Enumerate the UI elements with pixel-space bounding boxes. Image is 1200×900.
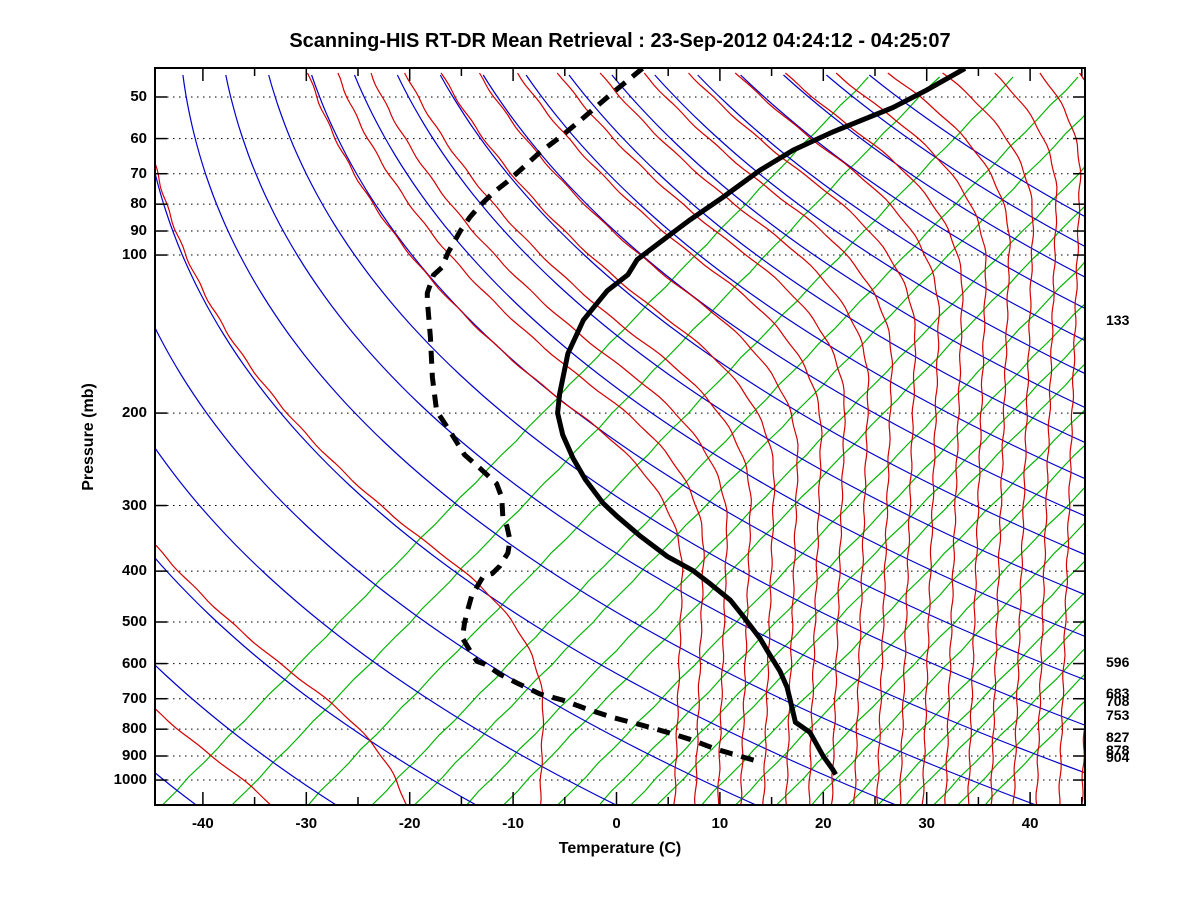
temperature-profile-line [555,68,967,776]
moist-adiabat-lines [155,72,1085,805]
axis-frame [154,67,1086,806]
level-annotation: 904 [1106,749,1130,766]
y-tick-label: 1000 [113,771,147,789]
level-annotation: 133 [1106,312,1130,329]
y-tick-label: 90 [130,222,147,240]
x-tick-label: 40 [1021,815,1039,832]
y-tick-label: 50 [130,88,147,105]
x-tick-label: -20 [398,815,421,832]
x-tick-label: -30 [295,815,318,832]
x-tick-label: -40 [192,815,214,832]
dry-adiabat-lines [155,74,1085,805]
y-tick-label: 200 [121,404,147,422]
x-tick-label: 30 [918,815,936,832]
y-tick-label: 400 [121,562,147,580]
y-tick-label: 800 [121,720,147,738]
y-tick-label: 80 [130,195,147,213]
y-tick-label: 600 [121,654,147,672]
y-tick-label: 700 [121,689,147,707]
y-tick-label: 70 [130,164,147,182]
mixing-ratio-lines [161,76,1085,805]
level-annotation: 596 [1106,654,1130,671]
chart-title: Scanning-HIS RT-DR Mean Retrieval : 23-S… [289,30,951,52]
level-annotation: 827 [1106,728,1130,745]
y-tick-label: 900 [121,747,147,765]
y-axis-label: Pressure (mb) [80,382,97,491]
level-annotation: 708 [1106,693,1130,710]
x-tick-label: 10 [711,815,729,832]
y-tick-label: 500 [121,613,147,630]
y-tick-label: 100 [121,246,147,264]
level-annotation: 753 [1106,707,1130,724]
x-tick-label: 0 [612,815,621,832]
pressure-gridlines [155,96,1085,781]
y-tick-label: 300 [121,496,147,514]
level-annotation: 878 [1106,742,1130,759]
y-tick-label: 60 [130,129,147,147]
dewpoint-profile-line [424,68,764,766]
x-tick-label: -10 [502,815,524,832]
level-annotation: 683 [1106,685,1130,702]
x-axis-label: Temperature (C) [558,840,682,857]
axis-ticks [155,68,1085,805]
plot-area [155,68,1085,805]
x-tick-label: 20 [814,815,832,832]
